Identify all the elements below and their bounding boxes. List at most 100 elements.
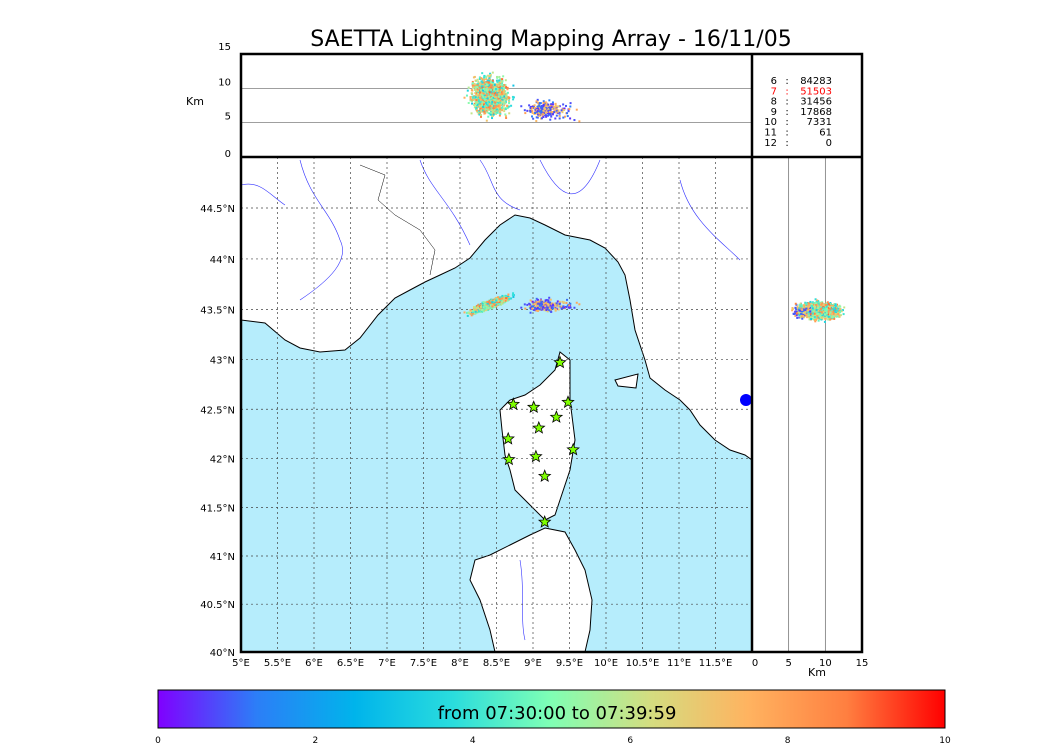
lightning-source bbox=[809, 300, 812, 303]
count-value: 31456 bbox=[800, 97, 832, 108]
elba bbox=[614, 373, 639, 389]
lightning-source bbox=[567, 110, 570, 113]
lightning-source bbox=[486, 111, 489, 114]
lightning-source bbox=[538, 300, 541, 303]
lightning-source bbox=[485, 98, 488, 101]
alt-tick-label: 5 bbox=[225, 112, 231, 123]
lightning-source bbox=[495, 89, 498, 92]
lightning-source bbox=[491, 71, 494, 74]
station-star-icon bbox=[537, 514, 552, 528]
lightning-source bbox=[481, 107, 484, 110]
lightning-source bbox=[477, 308, 480, 311]
lightning-source bbox=[469, 96, 472, 99]
lightning-source bbox=[504, 90, 507, 93]
lightning-source bbox=[540, 117, 543, 120]
lightning-source bbox=[840, 310, 843, 313]
alt-tick-label: 15 bbox=[218, 42, 231, 53]
lightning-source bbox=[496, 91, 499, 94]
lightning-source bbox=[478, 109, 481, 112]
lon-tick-label: 8°E bbox=[451, 658, 469, 669]
lightning-source bbox=[484, 108, 487, 111]
lightning-source bbox=[558, 305, 561, 308]
lightning-source bbox=[543, 306, 546, 309]
lightning-source bbox=[492, 107, 495, 110]
lightning-source bbox=[499, 109, 502, 112]
lightning-source bbox=[560, 109, 563, 112]
lightning-source bbox=[493, 89, 496, 92]
lightning-source bbox=[478, 82, 481, 85]
lightning-source bbox=[536, 298, 539, 301]
lightning-source bbox=[565, 301, 568, 304]
lightning-source bbox=[554, 104, 557, 107]
lightning-source bbox=[502, 75, 505, 78]
lightning-source bbox=[529, 299, 532, 302]
lightning-source bbox=[548, 304, 551, 307]
lightning-source bbox=[551, 107, 554, 110]
station-star-icon bbox=[502, 452, 516, 466]
lightning-source bbox=[540, 300, 543, 303]
lightning-source bbox=[480, 106, 483, 109]
lightning-source bbox=[478, 77, 481, 80]
lightning-source bbox=[506, 91, 509, 94]
lightning-source bbox=[526, 109, 529, 112]
lightning-source bbox=[549, 301, 552, 304]
lightning-source bbox=[501, 103, 504, 106]
lightning-source bbox=[476, 87, 479, 90]
lightning-source bbox=[537, 303, 540, 306]
lightning-source bbox=[536, 101, 539, 104]
lightning-source bbox=[483, 81, 486, 84]
lightning-source bbox=[555, 111, 558, 114]
lightning-source bbox=[550, 103, 553, 106]
lightning-source bbox=[791, 307, 794, 310]
lightning-source bbox=[529, 110, 532, 113]
lightning-source bbox=[549, 304, 552, 307]
lightning-source bbox=[550, 302, 553, 305]
lightning-source bbox=[506, 299, 509, 302]
lightning-source bbox=[551, 303, 554, 306]
lightning-source bbox=[547, 305, 550, 308]
lightning-source bbox=[547, 103, 550, 106]
lightning-source bbox=[486, 80, 489, 83]
lightning-source bbox=[500, 98, 503, 101]
lightning-source bbox=[529, 303, 532, 306]
lightning-source bbox=[495, 108, 498, 111]
lightning-source bbox=[474, 92, 477, 95]
lightning-source bbox=[834, 310, 837, 313]
lightning-source bbox=[533, 106, 536, 109]
lightning-source bbox=[488, 84, 491, 87]
lightning-source bbox=[569, 117, 572, 120]
lightning-source bbox=[535, 305, 538, 308]
lightning-source bbox=[553, 111, 556, 114]
lightning-source bbox=[472, 308, 475, 311]
lightning-source bbox=[493, 109, 496, 112]
lightning-source bbox=[501, 294, 504, 297]
lightning-source bbox=[485, 76, 488, 79]
lightning-source bbox=[494, 104, 497, 107]
lightning-source bbox=[843, 306, 846, 309]
lightning-source bbox=[488, 304, 491, 307]
lightning-source bbox=[551, 103, 554, 106]
lat-tick-label: 41.5°N bbox=[200, 503, 235, 514]
lightning-source bbox=[540, 109, 543, 112]
lightning-source bbox=[475, 93, 478, 96]
lightning-source bbox=[794, 306, 797, 309]
lightning-source bbox=[505, 95, 508, 98]
lightning-source bbox=[544, 305, 547, 308]
lightning-source bbox=[536, 309, 539, 312]
lightning-source bbox=[842, 313, 845, 316]
rivers bbox=[241, 159, 741, 641]
lightning-source bbox=[496, 106, 499, 109]
lightning-source bbox=[557, 308, 560, 311]
lightning-source bbox=[479, 103, 482, 106]
lightning-source bbox=[505, 86, 508, 89]
lightning-source bbox=[553, 307, 556, 310]
lat-tick-label: 43.5°N bbox=[200, 305, 235, 316]
lightning-source bbox=[544, 108, 547, 111]
lightning-source bbox=[553, 109, 556, 112]
lightning-source bbox=[489, 300, 492, 303]
lightning-source bbox=[491, 96, 494, 99]
lightning-source bbox=[485, 93, 488, 96]
lon-tick-label: 11.5°E bbox=[699, 658, 733, 669]
lightning-source bbox=[488, 103, 491, 106]
